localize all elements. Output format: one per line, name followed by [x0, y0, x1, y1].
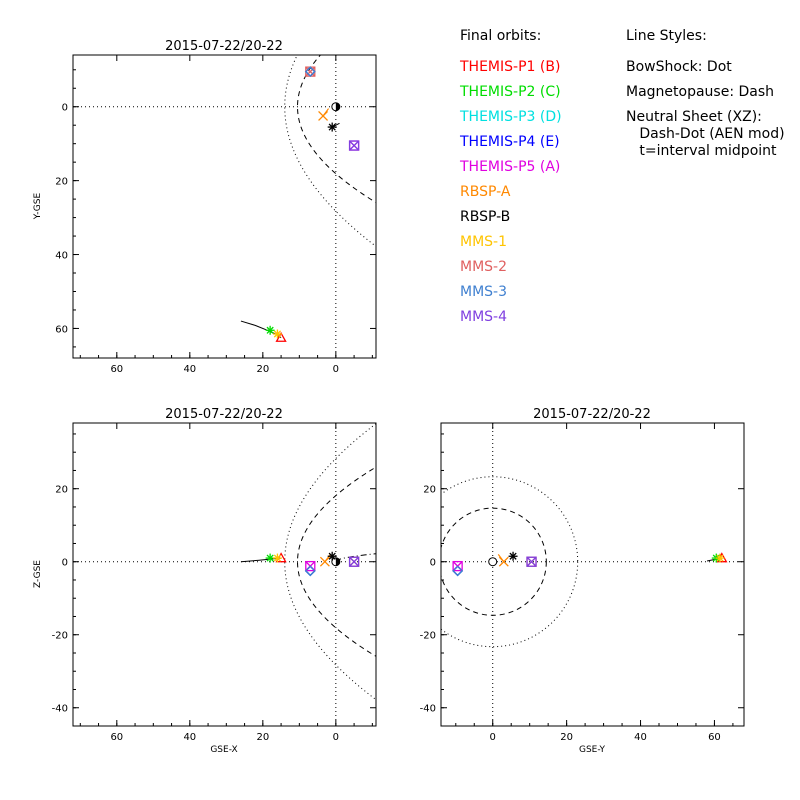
panel-xz-ticks: 60 40 20 0 -40 -20 0 20: [52, 423, 376, 743]
legend-line-styles-list: BowShock: Dot Magnetopause: Dash Neutral S…: [626, 59, 785, 159]
x-tick-label: 40: [183, 364, 196, 375]
y-tick-label: -20: [420, 631, 436, 642]
marker-mms-1: [272, 329, 282, 339]
panel-yz-markers: [452, 551, 728, 577]
orbit-track-line: [240, 320, 282, 339]
x-tick-label: 0: [333, 364, 339, 375]
legend-item: MMS-3: [460, 284, 507, 300]
y-tick-label: 20: [423, 485, 436, 496]
panel-yz: 2015-07-22/20-22 GSE-Y 0 20 40 60 -40 -20 0 20: [420, 407, 745, 755]
y-tick-label: -40: [420, 704, 436, 715]
x-tick-label: 60: [110, 364, 123, 375]
y-tick-label: 0: [430, 558, 436, 569]
marker-mms-3: [452, 565, 464, 577]
panel-xy-boundaries: [73, 55, 376, 358]
marker-mms-3: [304, 66, 316, 78]
x-tick-label: 40: [183, 732, 196, 743]
y-tick-label: -20: [52, 631, 68, 642]
legend-item: THEMIS-P2 (C): [459, 84, 561, 100]
x-tick-label: 20: [560, 732, 573, 743]
y-tick-label: 40: [55, 251, 68, 262]
x-tick-label: 60: [110, 732, 123, 743]
legend-line-style: BowShock: Dot: [626, 59, 732, 75]
x-tick-label: 20: [256, 364, 269, 375]
marker-mms-1: [715, 553, 725, 563]
panel-xz-title: 2015-07-22/20-22: [165, 407, 283, 422]
legend-item: MMS-2: [460, 259, 507, 275]
magnetopause-curve: [297, 55, 376, 204]
legend-item: RBSP-A: [460, 184, 511, 200]
panel-xz-frame: [72, 422, 377, 727]
y-tick-label: -40: [52, 704, 68, 715]
panel-xy-ticks: 60 40 20 0 0 20 40 60: [55, 55, 376, 375]
x-tick-label: 60: [708, 732, 721, 743]
marker-mms-3: [304, 565, 316, 577]
marker-rbsp-b: [327, 122, 337, 132]
legend-line-styles-title: Line Styles:: [626, 28, 707, 44]
bow-shock-circle: [441, 476, 579, 648]
legend-final-orbits-list: THEMIS-P1 (B) THEMIS-P2 (C) THEMIS-P3 (D) T…: [459, 59, 562, 325]
panel-xy-orbit-tracks: [240, 108, 340, 339]
y-tick-label: 0: [62, 103, 68, 114]
earth-icon: [331, 102, 341, 112]
y-tick-label: 60: [55, 324, 68, 335]
x-tick-label: 40: [634, 732, 647, 743]
marker-mms-4: [348, 140, 360, 151]
panel-yz-title: 2015-07-22/20-22: [533, 407, 651, 422]
legend-item: MMS-4: [460, 309, 507, 325]
earth-icon: [331, 557, 341, 567]
x-tick-label: 0: [490, 732, 496, 743]
panel-xz: 2015-07-22/20-22 Z-GSE GSE-X 60 40 20 0 -40 -…: [33, 407, 377, 755]
marker-rbsp-a: [319, 556, 330, 567]
legend-item: MMS-1: [460, 234, 507, 250]
x-tick-label: 20: [256, 732, 269, 743]
marker-rbsp-b: [508, 551, 518, 561]
bow-shock-curve: [284, 55, 376, 248]
panel-xz-ylabel: Z-GSE: [33, 560, 43, 588]
legend: Final orbits: THEMIS-P1 (B) THEMIS-P2 (C)…: [459, 28, 785, 325]
panel-xz-markers: [265, 551, 360, 577]
marker-rbsp-a: [498, 556, 509, 567]
legend-item: THEMIS-P1 (B): [459, 59, 560, 75]
panel-xy-title: 2015-07-22/20-22: [165, 39, 283, 54]
marker-rbsp-b: [327, 551, 337, 561]
legend-line-style: Magnetopause: Dash: [626, 84, 774, 100]
legend-line-style: t=interval midpoint: [626, 143, 777, 159]
marker-themis-p2: [265, 325, 275, 335]
panel-yz-xlabel: GSE-Y: [579, 745, 606, 755]
x-tick-label: 0: [333, 732, 339, 743]
y-tick-label: 20: [55, 177, 68, 188]
legend-item: THEMIS-P4 (E): [459, 134, 560, 150]
legend-item: THEMIS-P3 (D): [459, 109, 562, 125]
legend-line-style: Neutral Sheet (XZ):: [626, 109, 762, 125]
legend-line-style: Dash-Dot (AEN mod): [626, 126, 785, 142]
magnetopause-circle: [441, 507, 547, 616]
earth-icon: [488, 557, 498, 567]
panel-yz-ticks: 0 20 40 60 -40 -20 0 20: [420, 423, 744, 743]
legend-item: RBSP-B: [460, 209, 510, 225]
panel-xy-ylabel: Y-GSE: [33, 193, 43, 221]
marker-mms-4: [526, 556, 537, 567]
marker-rbsp-a: [318, 111, 329, 121]
legend-item: THEMIS-P5 (A): [459, 159, 560, 175]
marker-mms-4: [348, 556, 360, 567]
panel-xy-frame: [72, 54, 377, 359]
bow-shock-curve: [284, 423, 376, 701]
panel-yz-frame: [440, 422, 745, 727]
marker-themis-p1: [275, 331, 287, 342]
panel-xy-markers: [265, 66, 360, 342]
panel-xy: 2015-07-22/20-22 Y-GSE 60 40 20 0 0 20 40 60: [33, 39, 377, 375]
y-tick-label: 0: [62, 558, 68, 569]
panel-xz-xlabel: GSE-X: [210, 745, 237, 755]
y-tick-label: 20: [55, 485, 68, 496]
legend-final-orbits-title: Final orbits:: [460, 28, 541, 44]
marker-mms-1: [272, 553, 282, 563]
panel-yz-boundaries: [441, 423, 744, 726]
